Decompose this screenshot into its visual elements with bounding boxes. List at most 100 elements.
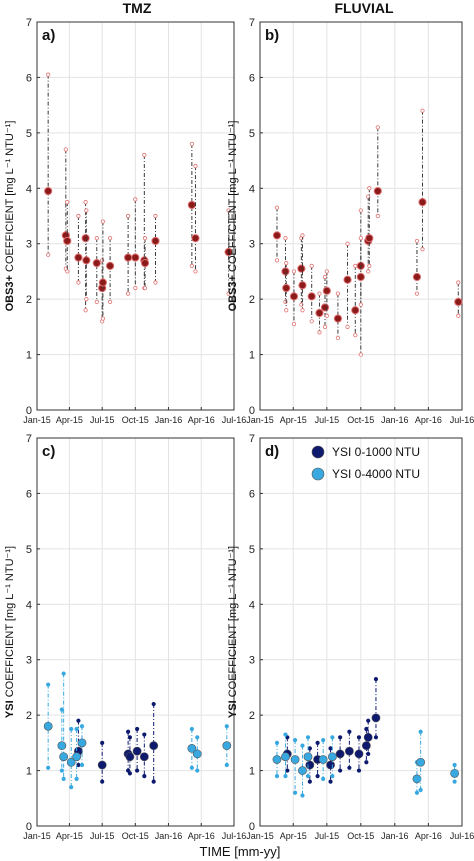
data-point — [187, 200, 196, 210]
error-bar-cap-high — [358, 236, 363, 241]
error-bar-cap-high — [353, 263, 358, 268]
y-tick-label: 4 — [26, 183, 32, 195]
error-bar-cap-low — [127, 771, 133, 776]
error-bar-cap-high — [76, 718, 81, 723]
error-bar-cap-high — [418, 729, 423, 734]
error-bar-cap-high — [135, 726, 140, 732]
x-tick-label: Apr-15 — [56, 831, 83, 841]
error-bar-cap-low — [309, 319, 314, 324]
error-bar-cap-low — [299, 302, 304, 307]
error-bar-cap-high — [226, 208, 231, 213]
x-tick-label: Jul-16 — [450, 831, 474, 841]
x-tick-label: Apr-16 — [188, 415, 215, 425]
data-point — [365, 234, 374, 243]
error-bar-cap-low — [414, 291, 420, 296]
error-bar-cap-high — [292, 737, 298, 743]
data-point — [416, 757, 426, 767]
error-bar-cap-low — [366, 751, 371, 757]
y-tick-label: 4 — [249, 183, 255, 195]
error-bar-cap-low — [322, 324, 328, 329]
data-point — [281, 267, 290, 276]
y-tick-label: 7 — [249, 433, 255, 445]
legend-marker — [311, 445, 325, 459]
error-bar-cap-high — [83, 200, 88, 205]
column-title-tmz: TMZ — [123, 0, 152, 16]
error-bar-cap-high — [100, 740, 105, 745]
data-point — [191, 234, 200, 243]
error-bar-cap-low — [74, 776, 79, 781]
error-bar-cap-high — [414, 238, 420, 244]
error-bar-cap-high — [335, 291, 341, 296]
data-point — [59, 752, 69, 762]
data-point — [373, 186, 382, 196]
error-bar-cap-low — [364, 760, 369, 765]
data-point — [356, 272, 365, 282]
x-tick-label: Jan-16 — [381, 415, 409, 425]
data-point — [77, 738, 87, 748]
error-bar-cap-low — [324, 313, 329, 318]
error-bar-cap-high — [300, 233, 305, 238]
error-bar-cap-low — [347, 765, 352, 770]
error-bar-cap-high — [324, 269, 329, 274]
series-1 — [74, 701, 159, 784]
data-point — [72, 752, 82, 762]
x-tick-label: Jul-16 — [222, 415, 247, 425]
error-bar-cap-high — [151, 701, 156, 707]
error-bar-cap-low — [335, 335, 341, 341]
y-tick-label: 0 — [26, 821, 32, 833]
data-point — [320, 303, 330, 312]
data-point — [97, 760, 107, 770]
data-point — [335, 749, 345, 759]
series-1 — [282, 677, 381, 784]
y-tick-label: 4 — [249, 599, 255, 611]
error-bar-cap-high — [142, 236, 148, 241]
error-bar-cap-low — [284, 308, 289, 313]
error-bar-cap-low — [375, 213, 380, 219]
error-bar-cap-high — [74, 726, 79, 732]
data-point — [363, 732, 373, 742]
legend: YSI 0-1000 NTU YSI 0-4000 NTU — [311, 445, 420, 481]
error-bar-cap-low — [292, 790, 298, 795]
error-bar-cap-high — [373, 677, 379, 682]
data-point — [282, 283, 291, 293]
data-point — [140, 259, 150, 268]
error-bar-cap-high — [307, 746, 312, 751]
error-bar-cap-high — [283, 732, 288, 737]
data-point — [222, 741, 232, 751]
legend-label: YSI 0-4000 NTU — [332, 467, 420, 481]
y-tick-label: 5 — [26, 544, 32, 556]
series-1 — [44, 72, 233, 324]
column-title-fluvial: FLUVIAL — [334, 0, 394, 16]
error-bar-cap-high — [193, 164, 198, 169]
error-bar-cap-low — [356, 768, 362, 773]
data-point — [326, 760, 335, 770]
error-bar-cap-high — [274, 740, 280, 745]
error-bar-cap-high — [358, 208, 363, 213]
error-bar-cap-low — [142, 285, 148, 291]
error-bar-cap-high — [364, 726, 369, 732]
data-point — [272, 755, 282, 764]
error-bar-cap-low — [291, 321, 297, 327]
x-tick-label: Jan-16 — [155, 831, 183, 841]
data-point — [322, 286, 331, 295]
data-point — [371, 713, 381, 723]
x-tick-label: Jan-15 — [23, 831, 51, 841]
x-tick-label: Jul-15 — [315, 415, 340, 425]
error-bar-cap-high — [100, 219, 106, 224]
x-tick-label: Jan-15 — [23, 415, 51, 425]
y-tick-label: 5 — [26, 128, 32, 140]
error-bar-cap-high — [367, 186, 372, 191]
data-point — [412, 774, 422, 784]
error-bar-cap-low — [84, 297, 89, 302]
error-bar-cap-low — [46, 252, 51, 257]
x-tick-label: Jul-15 — [90, 831, 115, 841]
data-point — [298, 766, 307, 775]
error-bar-cap-high — [189, 141, 194, 147]
error-bar-cap-low — [153, 280, 158, 285]
y-tick-label: 6 — [249, 488, 255, 500]
error-bar-cap-high — [345, 241, 350, 246]
data-point — [351, 306, 360, 315]
error-bar-cap-low — [353, 333, 358, 338]
data-point — [63, 236, 72, 246]
